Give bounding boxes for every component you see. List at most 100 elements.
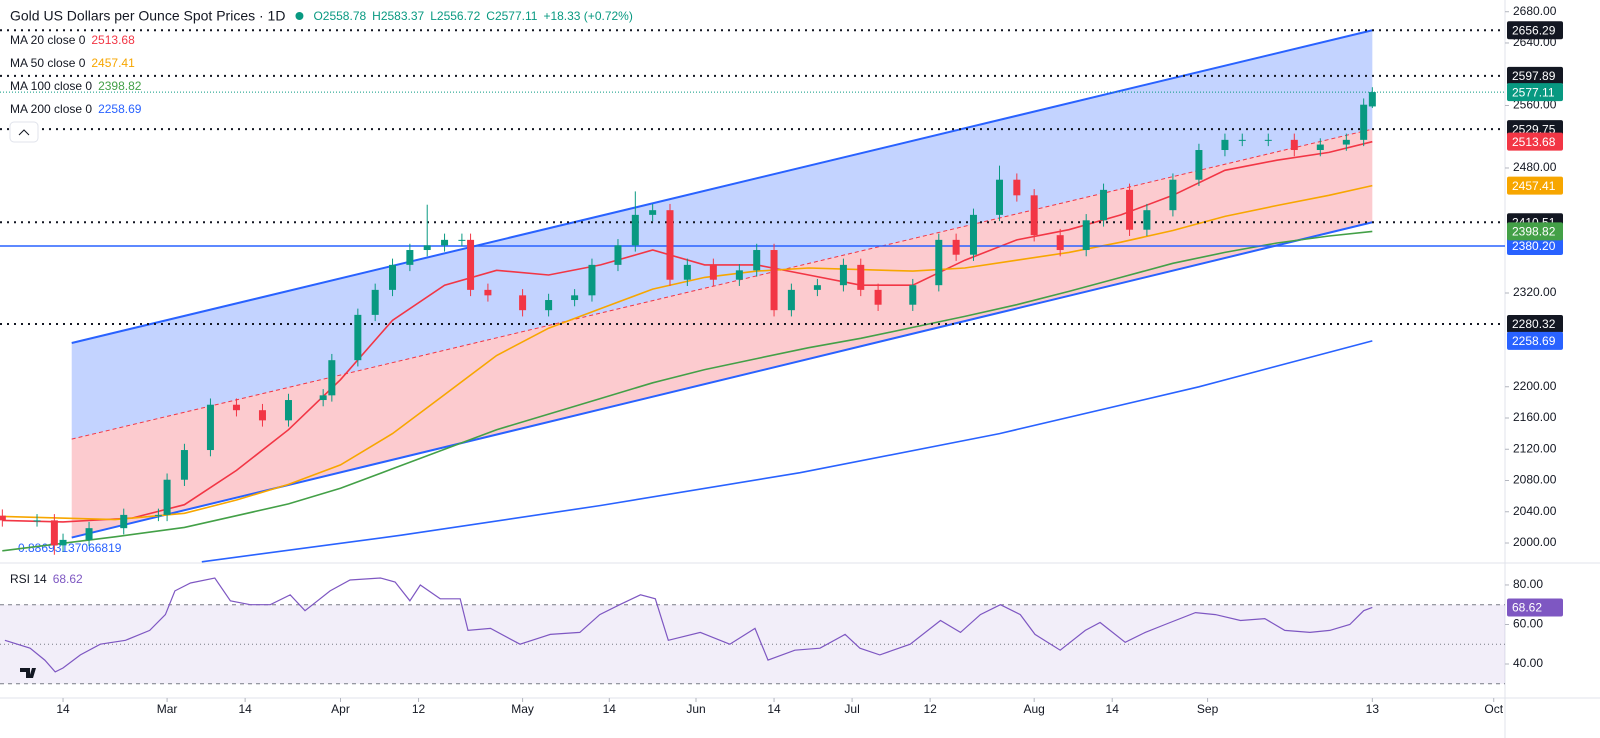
candle-body	[649, 210, 657, 215]
x-tick-label: 13	[1366, 702, 1380, 716]
x-tick-label: 14	[603, 702, 617, 716]
candle-body	[33, 520, 41, 522]
channel-lower-fill	[71, 129, 1373, 538]
y-tick-label: 2160.00	[1513, 410, 1557, 424]
y-tick-label: 2000.00	[1513, 535, 1557, 549]
x-tick-label: Sep	[1197, 702, 1219, 716]
candle-body	[1169, 179, 1177, 211]
current-price-label: 2577.11	[1512, 85, 1555, 99]
candle-body	[154, 514, 162, 516]
candle-body	[1360, 104, 1368, 140]
legend-value: 2457.41	[91, 56, 135, 70]
x-tick-label: Oct	[1484, 702, 1503, 716]
rsi-value-label: 68.62	[1512, 601, 1542, 615]
candle-body	[952, 239, 960, 255]
candle-body	[1290, 139, 1298, 151]
candle-body	[874, 289, 882, 305]
ohlc-value: C2577.11	[486, 9, 537, 23]
candle-body	[406, 250, 414, 265]
candle-body	[120, 514, 128, 529]
candle-body	[709, 264, 717, 280]
x-tick-label: 14	[767, 702, 781, 716]
candle-body	[1013, 179, 1021, 196]
candle-body	[683, 264, 691, 280]
candle-body	[441, 239, 449, 246]
x-tick-label: Apr	[331, 702, 350, 716]
y-tick-label: 2560.00	[1513, 98, 1557, 112]
candle-body	[995, 179, 1003, 215]
candle-body	[571, 295, 579, 301]
rsi-legend-value: 68.62	[53, 572, 83, 586]
candle-body	[545, 300, 553, 311]
candle-body	[1126, 189, 1134, 230]
y-tick-label: 2680.00	[1513, 4, 1557, 18]
x-tick-label: Mar	[157, 702, 178, 716]
candle-body	[85, 528, 93, 540]
candle-body	[389, 264, 397, 290]
chart-title: Gold US Dollars per Ounce Spot Prices · …	[10, 8, 285, 24]
candle-body	[735, 270, 743, 280]
candle-body	[180, 450, 188, 480]
x-tick-label: 14	[56, 702, 70, 716]
level-label-box	[1507, 236, 1563, 255]
collapse-button[interactable]	[9, 121, 39, 143]
y-tick-label: 2040.00	[1513, 504, 1557, 518]
y-tick-label: 2320.00	[1513, 285, 1557, 299]
level-label-box	[1507, 314, 1563, 333]
ohlc-value: H2583.37	[372, 9, 424, 23]
candle-body	[1342, 139, 1350, 145]
candle-body	[1056, 235, 1064, 251]
candle-body	[50, 520, 58, 546]
logo	[20, 668, 36, 678]
rsi-legend-name: RSI 14	[10, 572, 47, 586]
moving-average-label: 2258.69	[1512, 334, 1556, 348]
candle-body	[458, 239, 466, 241]
legend-name: MA 200 close 0	[10, 102, 92, 116]
candle-body	[1368, 92, 1376, 107]
candle-body	[423, 245, 431, 251]
moving-average-label: 2398.82	[1512, 225, 1556, 239]
price-pane: 0.88693137066819 2000.00 2040.00 2080.00 212…	[0, 4, 1557, 716]
candle-body	[813, 285, 821, 290]
y-tick-label: 2200.00	[1513, 379, 1557, 393]
legend-value: 2513.68	[91, 33, 135, 47]
rsi-line	[4, 577, 1373, 673]
candle-body	[232, 404, 240, 411]
candle-body	[787, 289, 795, 311]
candle-body	[1030, 195, 1038, 236]
legend-value: 2258.69	[98, 102, 142, 116]
candle-body	[1238, 139, 1246, 141]
channel-upper-fill	[71, 30, 1373, 440]
legend-value: 2398.82	[98, 79, 142, 93]
x-tick-label: 12	[923, 702, 937, 716]
candle-body	[839, 264, 847, 286]
status-dot	[295, 12, 304, 20]
x-tick-label: 14	[1106, 702, 1120, 716]
candle-body	[909, 285, 917, 305]
candle-body	[467, 239, 475, 290]
current-price-label-box	[1507, 83, 1563, 102]
level-label: 2597.89	[1512, 69, 1556, 83]
candle-body	[1100, 189, 1108, 221]
candle-body	[1316, 144, 1324, 151]
channel-upper-line	[71, 29, 1373, 344]
ohlc-value: L2556.72	[430, 9, 480, 23]
candle-body	[1264, 139, 1272, 141]
rsi-value-label-box	[1507, 598, 1563, 617]
y-tick-label: 2480.00	[1513, 160, 1557, 174]
ohlc-value: +18.33 (+0.72%)	[543, 9, 632, 23]
moving-average-line	[201, 340, 1373, 563]
channel-label: 0.88693137066819	[18, 541, 122, 555]
level-label: 2380.20	[1512, 239, 1556, 253]
moving-average-line	[2, 184, 1373, 521]
moving-average-label: 2457.41	[1512, 179, 1556, 193]
candle-body	[319, 395, 327, 401]
candle-body	[206, 404, 214, 451]
candle-body	[328, 360, 336, 396]
moving-average-label-box	[1507, 222, 1563, 241]
candle-body	[284, 400, 292, 421]
collapse-icon	[18, 129, 30, 136]
